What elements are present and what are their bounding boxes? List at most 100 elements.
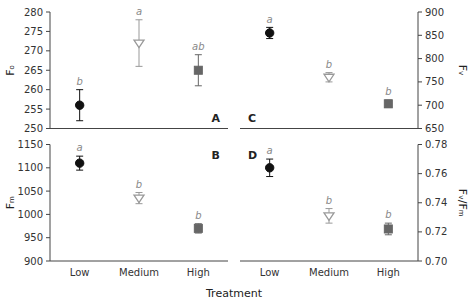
x-tick-label: Medium: [119, 267, 159, 278]
y-tick-label: 255: [24, 104, 43, 115]
error-cap: [76, 170, 83, 171]
point: [265, 164, 273, 172]
y-tick: [46, 89, 50, 90]
x-axis: [50, 128, 228, 129]
error-cap: [266, 159, 273, 160]
error-cap: [326, 223, 333, 224]
error-bar: [385, 100, 392, 107]
annotation: b: [326, 195, 332, 206]
y-tick-label: 0.78: [425, 139, 447, 150]
y-tick-label: 900: [24, 256, 43, 267]
y-tick: [46, 214, 50, 215]
y-tick: [418, 12, 422, 13]
point: [324, 74, 334, 82]
error-bar: [195, 55, 202, 86]
y-tick-label: 650: [425, 123, 444, 134]
y-tick: [46, 109, 50, 110]
x-axis-label: Treatment: [205, 287, 263, 300]
point: [384, 100, 392, 108]
error-cap: [136, 66, 143, 67]
y-tick-label: 0.74: [425, 197, 447, 208]
y-tick-label: 950: [24, 232, 43, 243]
y-tick: [418, 231, 422, 232]
error-bar: [266, 159, 273, 176]
marks: [75, 156, 202, 233]
y-tick: [418, 261, 422, 262]
point: [134, 40, 144, 48]
background: [0, 0, 474, 303]
panel: 9009501000105011001150LowMediumHighFₘabb…: [4, 139, 229, 278]
point: [265, 29, 273, 37]
y-tick-label: 700: [425, 100, 444, 111]
annotation: a: [136, 6, 142, 17]
y-axis: [50, 145, 51, 262]
annotation: ab: [192, 41, 204, 52]
y-tick-label: 250: [24, 123, 43, 134]
point: [324, 213, 334, 221]
y-tick-label: 260: [24, 84, 43, 95]
error-cap: [326, 208, 333, 209]
y-tick-label: 280: [24, 7, 43, 18]
y-tick: [418, 58, 422, 59]
y-tick: [46, 70, 50, 71]
error-bar: [195, 224, 202, 233]
y-tick-label: 850: [425, 30, 444, 41]
y-tick-label: 1150: [18, 139, 43, 150]
x-axis: [50, 261, 228, 262]
error-cap: [195, 54, 202, 55]
error-cap: [76, 156, 83, 157]
y-tick-label: 1050: [18, 186, 43, 197]
annotation: a: [267, 14, 273, 25]
y-tick-label: 1100: [18, 162, 43, 173]
y-tick-label: 750: [425, 76, 444, 87]
y-tick-label: 275: [24, 26, 43, 37]
y-tick: [46, 31, 50, 32]
y-tick-label: 800: [425, 53, 444, 64]
annotation: a: [267, 145, 273, 156]
y-tick-label: 0.70: [425, 256, 447, 267]
error-bar: [266, 27, 273, 38]
y-axis-label: Fᵥ/Fₘ: [456, 189, 469, 217]
y-tick: [418, 35, 422, 36]
y-tick: [46, 128, 50, 129]
x-axis: [240, 261, 418, 262]
error-bar: [76, 90, 83, 121]
y-tick: [418, 105, 422, 106]
error-bar: [385, 223, 392, 235]
y-tick: [46, 237, 50, 238]
point: [75, 159, 83, 167]
marks: [75, 20, 202, 121]
error-cap: [76, 89, 83, 90]
annotation: b: [385, 86, 391, 97]
x-tick-label: Low: [260, 267, 280, 278]
y-tick-label: 265: [24, 65, 43, 76]
error-cap: [195, 85, 202, 86]
y-tick-label: 0.76: [425, 168, 447, 179]
panel: 650700750800850900FᵥabbC: [240, 7, 469, 135]
error-cap: [266, 27, 273, 28]
error-cap: [385, 234, 392, 235]
marks: [265, 159, 392, 235]
y-tick-label: 900: [425, 7, 444, 18]
panel-label: A: [211, 112, 220, 125]
marks: [265, 27, 392, 107]
error-cap: [136, 192, 143, 193]
error-cap: [385, 223, 392, 224]
figure: 250255260265270275280FₒbaabA900950100010…: [0, 0, 474, 303]
y-tick: [46, 144, 50, 145]
panel: 0.700.720.740.760.78LowMediumHighFᵥ/Fₘab…: [240, 139, 469, 278]
y-axis-label: Fₘ: [4, 196, 17, 209]
x-tick-label: High: [377, 267, 400, 278]
panel-label: C: [248, 112, 256, 125]
y-tick: [418, 128, 422, 129]
y-tick-label: 270: [24, 45, 43, 56]
point: [134, 195, 144, 203]
y-tick: [418, 81, 422, 82]
x-axis: [240, 128, 418, 129]
panel-label: B: [212, 149, 220, 162]
error-cap: [136, 19, 143, 20]
error-cap: [266, 38, 273, 39]
y-tick: [46, 50, 50, 51]
y-tick-label: 0.72: [425, 226, 447, 237]
y-tick: [46, 12, 50, 13]
